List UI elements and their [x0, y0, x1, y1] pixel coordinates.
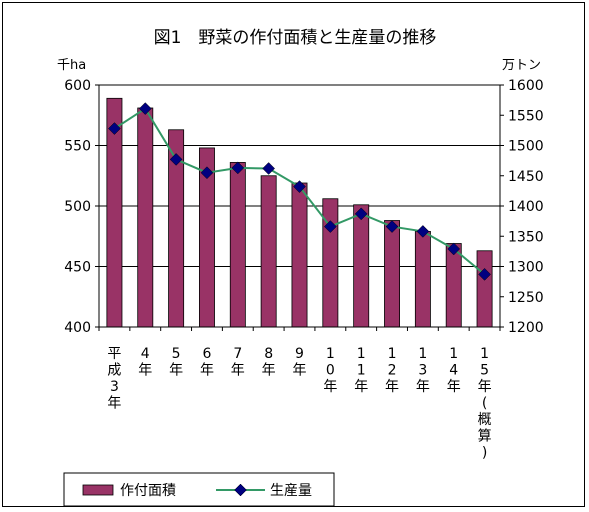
bar [137, 107, 154, 328]
right-tick-label: 1250 [508, 290, 544, 306]
legend-marker [234, 483, 247, 497]
category-labels: 平成 3 年 4 年 5 年 6 年 7 年 8 年 9 年 1 0 年 1 1 年 1 2 年 1 3 年 1 4 年 1 5 年(概算) [107, 346, 491, 461]
bar [322, 198, 339, 328]
line-point [200, 166, 214, 180]
right-tick-label: 1300 [508, 260, 544, 276]
line-point [416, 225, 430, 238]
bar [353, 204, 370, 328]
legend-line-label: 生産量 [270, 483, 312, 499]
bar [260, 175, 277, 328]
left-tick-label: 500 [64, 199, 91, 215]
left-tick-label: 550 [64, 139, 91, 155]
line-point [323, 220, 337, 233]
legend: 作付面積 生産量 [63, 472, 335, 507]
axes: 400 450 500 550 600 1200 1250 1300 1350 1400 1450 1… [64, 78, 543, 336]
bar [476, 250, 493, 328]
right-tick-label: 1400 [508, 199, 544, 215]
left-tick-label: 450 [64, 260, 91, 276]
line-point [385, 220, 399, 233]
bar [414, 231, 431, 328]
line-point [447, 242, 461, 256]
category-label: 1 5 年(概算) [478, 346, 492, 461]
bar [291, 182, 308, 328]
right-tick-label: 1550 [508, 108, 544, 124]
bar [384, 220, 400, 328]
right-tick-label: 1600 [508, 78, 544, 94]
legend-bar-swatch [82, 484, 114, 496]
line-point [108, 122, 121, 135]
right-axis-unit-label: 万トン [502, 58, 541, 73]
right-tick-label: 1200 [508, 320, 544, 336]
chart-frame: 図1 野菜の作付面積と生産量の推移 千ha 万トン 400 450 500 550 60… [2, 2, 585, 507]
right-tick-label: 1500 [508, 139, 544, 155]
line-point [262, 162, 276, 175]
legend-bar-label: 作付面積 [120, 483, 176, 499]
chart-title: 図1 野菜の作付面積と生産量の推移 [154, 28, 437, 48]
chart-svg: 図1 野菜の作付面積と生産量の推移 千ha 万トン 400 450 500 550 60… [57, 28, 544, 507]
line-point [231, 161, 245, 175]
line-series [108, 102, 491, 281]
line-point [169, 153, 183, 166]
right-tick-label: 1450 [508, 169, 544, 185]
left-tick-label: 600 [64, 78, 91, 94]
left-axis-unit-label: 千ha [57, 58, 86, 73]
category-label: 平成 3 年 [107, 346, 121, 412]
line-point [293, 180, 306, 193]
line-point [354, 207, 368, 221]
left-tick-label: 400 [64, 320, 91, 336]
bar [229, 162, 246, 328]
line-point [138, 102, 152, 115]
line-point [478, 268, 491, 281]
bar [445, 243, 462, 328]
right-tick-label: 1350 [508, 229, 544, 245]
